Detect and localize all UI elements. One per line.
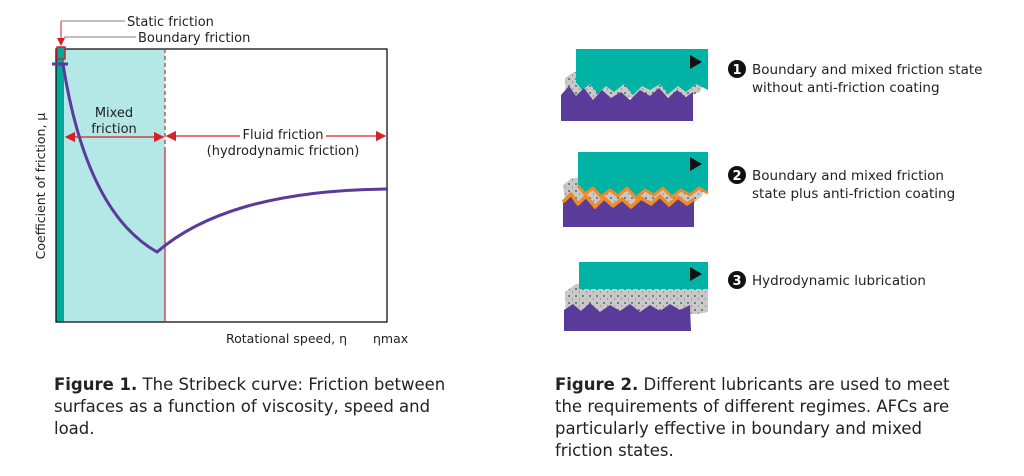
number-badge — [728, 60, 746, 78]
panel-hydrodynamic — [564, 262, 708, 331]
upper-surface — [579, 262, 708, 289]
number-badge — [728, 166, 746, 184]
figure1-caption: Figure 1. The Stribeck curve: Friction b… — [54, 374, 454, 440]
upper-surface-asperities — [576, 82, 708, 95]
panel-boundary-no-coating — [561, 49, 708, 121]
legend-item-3: 3 Hydrodynamic lubrication — [728, 271, 926, 289]
lower-surface — [561, 86, 693, 121]
motion-arrow-icon — [690, 267, 702, 281]
stribeck-chart: Static friction Boundary friction Mixed … — [33, 15, 408, 346]
figure1-caption-text: The Stribeck curve: Friction between sur… — [54, 375, 446, 438]
lower-surface — [564, 303, 691, 331]
number-badge-text: 3 — [732, 274, 741, 289]
plot-frame — [55, 48, 388, 323]
figure1-caption-label: Figure 1. — [54, 375, 138, 394]
y-axis-label: Coefficient of friction, μ — [33, 113, 48, 260]
upper-surface-asperities — [578, 185, 708, 197]
upper-surface — [576, 49, 708, 83]
legend-text-line2: state plus anti-friction coating — [752, 186, 955, 202]
figure2-caption-text: Different lubricants are used to meet th… — [555, 375, 950, 460]
legend-text-line1: Hydrodynamic lubrication — [752, 273, 926, 289]
legend-item-1: 1 Boundary and mixed friction state with… — [728, 60, 982, 96]
x-axis-label: Rotational speed, η — [226, 331, 347, 346]
static-friction-label: Static friction — [127, 15, 214, 30]
motion-arrow-icon — [690, 157, 702, 171]
boundary-friction-strip — [56, 49, 64, 322]
x-max-label: ηmax — [373, 331, 408, 346]
number-badge-text: 2 — [732, 169, 741, 184]
mixed-friction-region — [63, 49, 165, 322]
panel-boundary-with-coating — [561, 152, 709, 227]
boundary-friction-label: Boundary friction — [138, 31, 250, 46]
number-badge-text: 1 — [732, 63, 741, 78]
upper-surface — [578, 152, 708, 186]
legend-text-line1: Boundary and mixed friction — [752, 168, 944, 184]
static-friction-marker — [56, 46, 66, 60]
number-badge — [728, 271, 746, 289]
legend-text-line1: Boundary and mixed friction state — [752, 62, 982, 78]
mixed-friction-label-1: Mixed — [95, 106, 133, 121]
mixed-friction-label-2: friction — [91, 122, 137, 137]
anti-friction-coating — [561, 192, 696, 209]
legend-item-2: 2 Boundary and mixed friction state plus… — [728, 166, 955, 202]
figure2-caption-label: Figure 2. — [555, 375, 639, 394]
stribeck-curve — [55, 62, 389, 254]
motion-arrow-icon — [690, 55, 702, 69]
legend-text-line2: without anti-friction coating — [752, 80, 940, 96]
fluid-friction-label-1: Fluid friction — [243, 128, 324, 143]
fluid-friction-label-2: (hydrodynamic friction) — [207, 144, 360, 159]
lower-surface — [563, 194, 694, 227]
lubrication-diagram: 1 Boundary and mixed friction state with… — [561, 49, 982, 331]
figure2-caption: Figure 2. Different lubricants are used … — [555, 374, 975, 462]
anti-friction-coating-upper — [576, 185, 709, 200]
